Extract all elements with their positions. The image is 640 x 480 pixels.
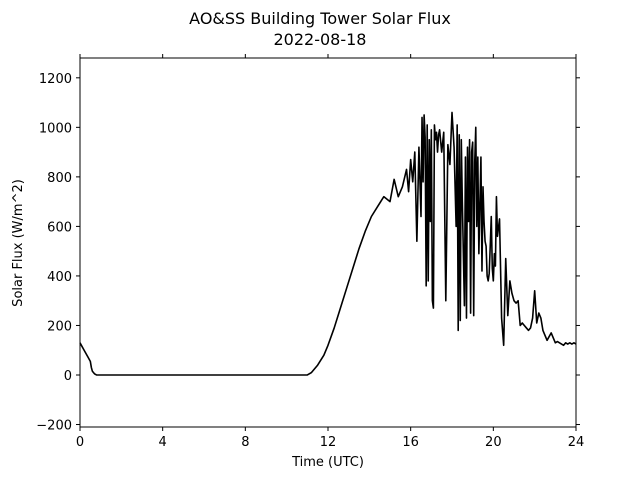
- x-tick-label: 24: [568, 435, 585, 450]
- chart-subtitle: 2022-08-18: [274, 30, 367, 49]
- y-tick-label: 600: [47, 220, 72, 235]
- x-tick-label: 20: [485, 435, 502, 450]
- series-line-0: [79, 111, 577, 376]
- x-tick-label: 16: [402, 435, 419, 450]
- x-tick-label: 12: [320, 435, 337, 450]
- x-tick-label: 0: [76, 435, 84, 450]
- y-tick-label: 800: [47, 171, 72, 186]
- x-axis-label: Time (UTC): [291, 455, 364, 470]
- plot-area: [79, 57, 577, 428]
- y-tick-label: 200: [47, 319, 72, 334]
- axes-frame: [79, 57, 577, 428]
- y-tick-label: 1000: [39, 121, 72, 136]
- chart-title: AO&SS Building Tower Solar Flux: [189, 9, 451, 28]
- y-tick-label: 1200: [39, 72, 72, 87]
- axis-ticks: 0 4 8 12 16 20 24 −200 0 200 400 600 800 1000 1200: [36, 54, 584, 450]
- x-tick-label: 8: [241, 435, 249, 450]
- y-axis-label: Solar Flux (W/m^2): [11, 179, 26, 307]
- x-tick-label: 4: [159, 435, 167, 450]
- y-tick-label: 0: [64, 369, 72, 384]
- y-tick-label: −200: [36, 419, 72, 434]
- y-tick-label: 400: [47, 270, 72, 285]
